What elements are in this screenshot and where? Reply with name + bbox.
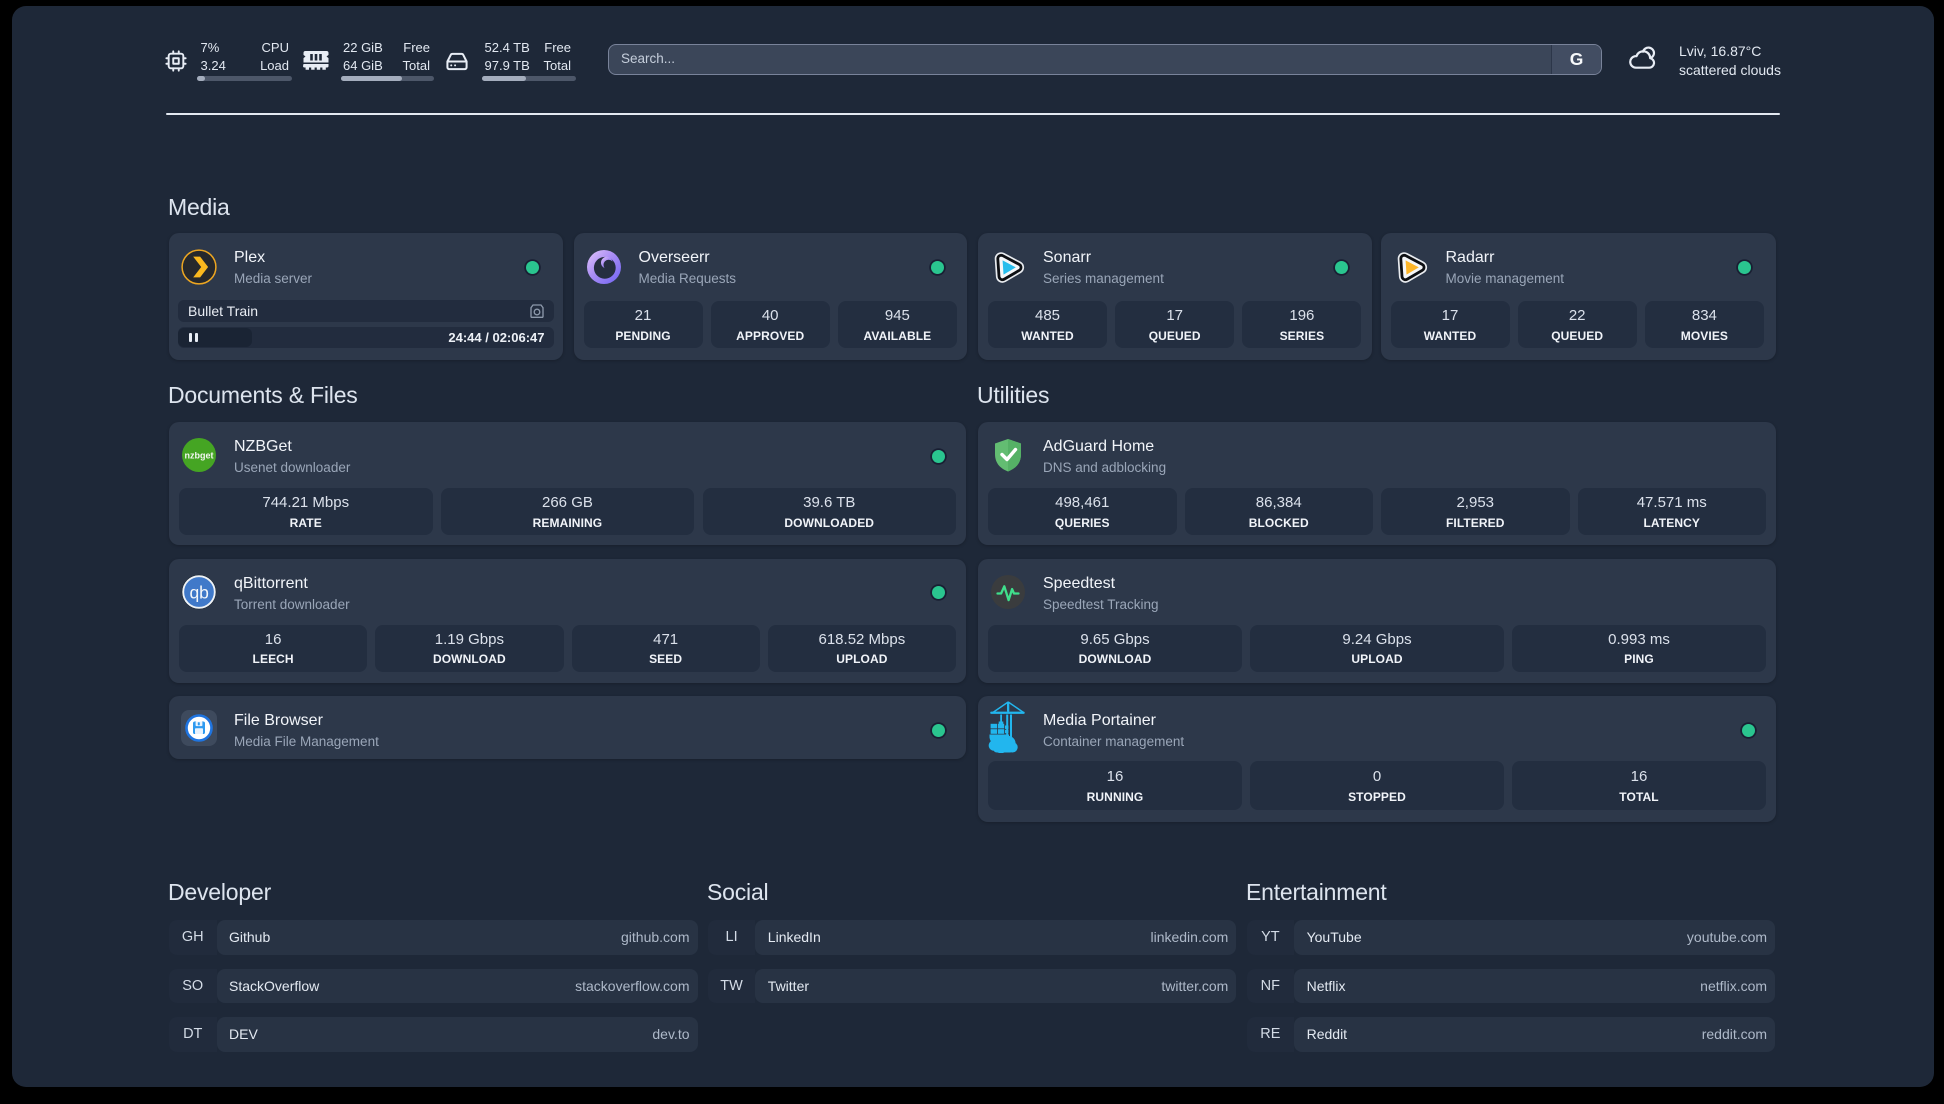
svg-text:qb: qb	[189, 582, 208, 602]
svg-text:nzbget: nzbget	[185, 451, 214, 461]
